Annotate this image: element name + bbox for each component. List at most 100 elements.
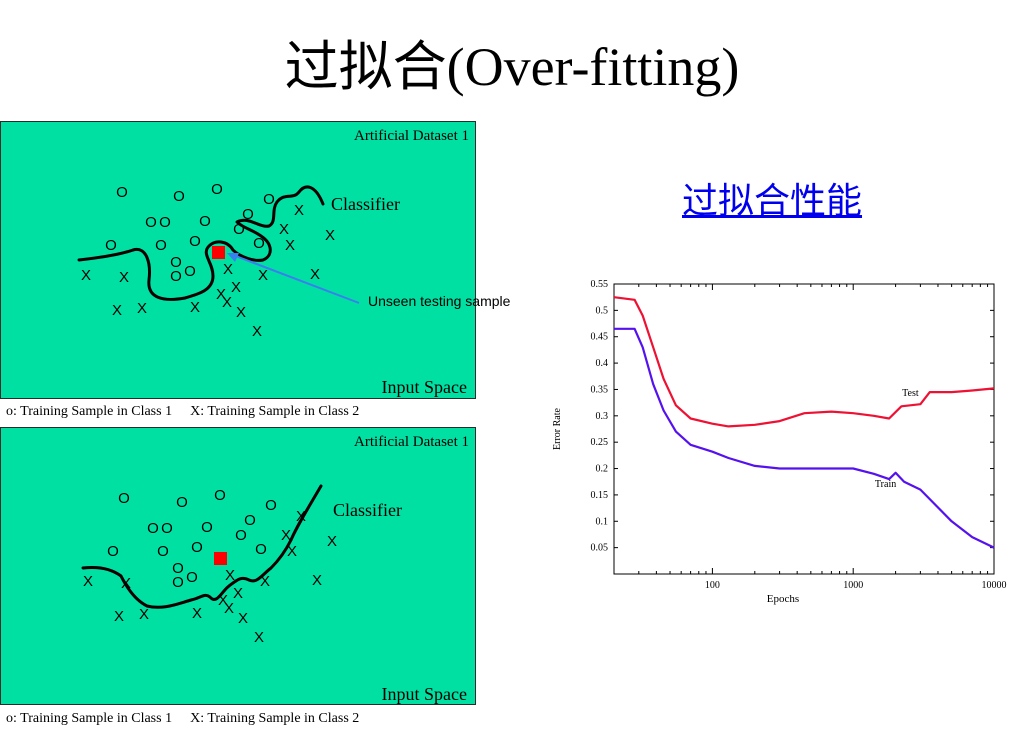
legend-class2: X: Training Sample in Class 2 bbox=[190, 711, 360, 726]
x-axis-ticks: 100 1000 10000 bbox=[613, 284, 1007, 591]
class2-marker: X bbox=[325, 227, 335, 244]
class1-marker: O bbox=[184, 263, 196, 280]
class1-marker: O bbox=[235, 527, 247, 544]
class1-marker: O bbox=[170, 268, 182, 285]
y-axis-ticks: 0.05 0.1 0.15 0.2 0.25 0.3 0.35 0.4 0.45 0.5 0.55 bbox=[591, 279, 994, 554]
x-tick-label: 10000 bbox=[982, 580, 1007, 591]
class1-marker: O bbox=[199, 213, 211, 230]
class1-marker: O bbox=[214, 487, 226, 504]
class2-marker: X bbox=[112, 302, 122, 319]
overfit-dataset-panel: Artificial Dataset 1 Classifier Input Sp… bbox=[0, 121, 476, 399]
class1-marker: O bbox=[105, 237, 117, 254]
dataset-label: Artificial Dataset 1 bbox=[354, 128, 469, 144]
class1-marker: O bbox=[201, 519, 213, 536]
class1-marker: O bbox=[233, 221, 245, 238]
class2-marker: X bbox=[312, 572, 322, 589]
class2-marker: X bbox=[225, 567, 235, 584]
class1-marker: O bbox=[176, 494, 188, 511]
class2-marker: X bbox=[218, 592, 228, 609]
y-tick-label: 0.25 bbox=[591, 437, 609, 448]
class2-marker: X bbox=[223, 261, 233, 278]
class1-marker: O bbox=[116, 184, 128, 201]
classifier-label: Classifier bbox=[333, 500, 402, 520]
class2-marker: X bbox=[236, 304, 246, 321]
class1-marker: O bbox=[107, 543, 119, 560]
class1-marker: O bbox=[170, 254, 182, 271]
class1-marker: O bbox=[172, 560, 184, 577]
plot-frame bbox=[613, 283, 995, 575]
y-tick-label: 0.05 bbox=[591, 543, 609, 554]
y-tick-label: 0.15 bbox=[591, 490, 609, 501]
class2-marker: X bbox=[285, 237, 295, 254]
series-label-train: Train bbox=[875, 479, 896, 490]
class2-marker: X bbox=[310, 266, 320, 283]
class1-marker: O bbox=[191, 539, 203, 556]
input-space-label: Input Space bbox=[382, 377, 467, 397]
class2-marker: X bbox=[137, 300, 147, 317]
class1-marker: O bbox=[253, 235, 265, 252]
callout-label: Unseen testing sample bbox=[368, 293, 511, 309]
class1-marker: O bbox=[173, 188, 185, 205]
legend-bottom: o: Training Sample in Class 1 X: Training… bbox=[6, 711, 359, 727]
x-axis-label: Epochs bbox=[767, 593, 799, 605]
class2-marker: X bbox=[81, 267, 91, 284]
input-space-label: Input Space bbox=[382, 684, 467, 704]
y-tick-label: 0.2 bbox=[596, 464, 609, 475]
class2-marker: X bbox=[119, 269, 129, 286]
sample-markers: O O O O O O O O O O O O O O O O X X X X … bbox=[83, 487, 337, 646]
class2-marker: X bbox=[233, 585, 243, 602]
classifier-boundary bbox=[77, 185, 325, 301]
classifier-boundary bbox=[81, 484, 323, 609]
class2-marker: X bbox=[231, 279, 241, 296]
y-tick-label: 0.1 bbox=[596, 516, 609, 527]
class1-marker: O bbox=[157, 543, 169, 560]
class2-marker: X bbox=[238, 610, 248, 627]
class1-marker: O bbox=[244, 512, 256, 529]
overfitting-performance-link[interactable]: 过拟合性能 bbox=[682, 181, 863, 222]
class2-marker: X bbox=[294, 202, 304, 219]
y-tick-label: 0.4 bbox=[596, 358, 609, 369]
class2-marker: X bbox=[83, 573, 93, 590]
class2-marker: X bbox=[216, 286, 226, 303]
class2-marker: X bbox=[190, 299, 200, 316]
series-lines: Test Train bbox=[613, 296, 995, 549]
y-tick-label: 0.5 bbox=[596, 305, 609, 316]
class2-marker: X bbox=[296, 508, 306, 525]
y-tick-label: 0.35 bbox=[591, 384, 609, 395]
class1-marker: O bbox=[242, 206, 254, 223]
class2-marker: X bbox=[327, 533, 337, 550]
y-tick-label: 0.55 bbox=[591, 279, 609, 290]
series-line-test bbox=[613, 296, 995, 428]
slide-title: 过拟合(Over-fitting) bbox=[284, 37, 740, 97]
class2-marker: X bbox=[281, 527, 291, 544]
series-label-test: Test bbox=[902, 388, 919, 399]
sample-markers: O O O O O O O O O O O O O O O O X X X X … bbox=[81, 181, 335, 340]
class1-marker: O bbox=[189, 233, 201, 250]
class1-marker: O bbox=[159, 214, 171, 231]
class2-marker: X bbox=[252, 323, 262, 340]
classifier-label: Classifier bbox=[331, 194, 400, 214]
class1-marker: O bbox=[255, 541, 267, 558]
generalized-dataset-panel: Artificial Dataset 1 Classifier Input Sp… bbox=[0, 427, 476, 705]
class2-marker: X bbox=[279, 221, 289, 238]
unseen-test-sample-marker bbox=[212, 246, 225, 259]
class2-marker: X bbox=[222, 294, 232, 311]
y-axis-label: Error Rate bbox=[552, 407, 563, 449]
class1-marker: O bbox=[161, 520, 173, 537]
class1-marker: O bbox=[265, 497, 277, 514]
class2-marker: X bbox=[114, 608, 124, 625]
callout-arrowhead bbox=[227, 253, 239, 262]
class1-marker: O bbox=[211, 181, 223, 198]
legend-class2: X: Training Sample in Class 2 bbox=[190, 404, 360, 419]
class2-marker: X bbox=[192, 605, 202, 622]
legend-class1: o: Training Sample in Class 1 bbox=[6, 404, 173, 419]
generalized-scatter-plot: Artificial Dataset 1 Classifier Input Sp… bbox=[81, 434, 469, 704]
x-tick-label: 1000 bbox=[843, 580, 863, 591]
class2-marker: X bbox=[258, 267, 268, 284]
class2-marker: X bbox=[139, 606, 149, 623]
class1-marker: O bbox=[155, 237, 167, 254]
class2-marker: X bbox=[287, 543, 297, 560]
x-tick-label: 100 bbox=[705, 580, 720, 591]
class1-marker: O bbox=[147, 520, 159, 537]
y-tick-label: 0.45 bbox=[591, 332, 609, 343]
